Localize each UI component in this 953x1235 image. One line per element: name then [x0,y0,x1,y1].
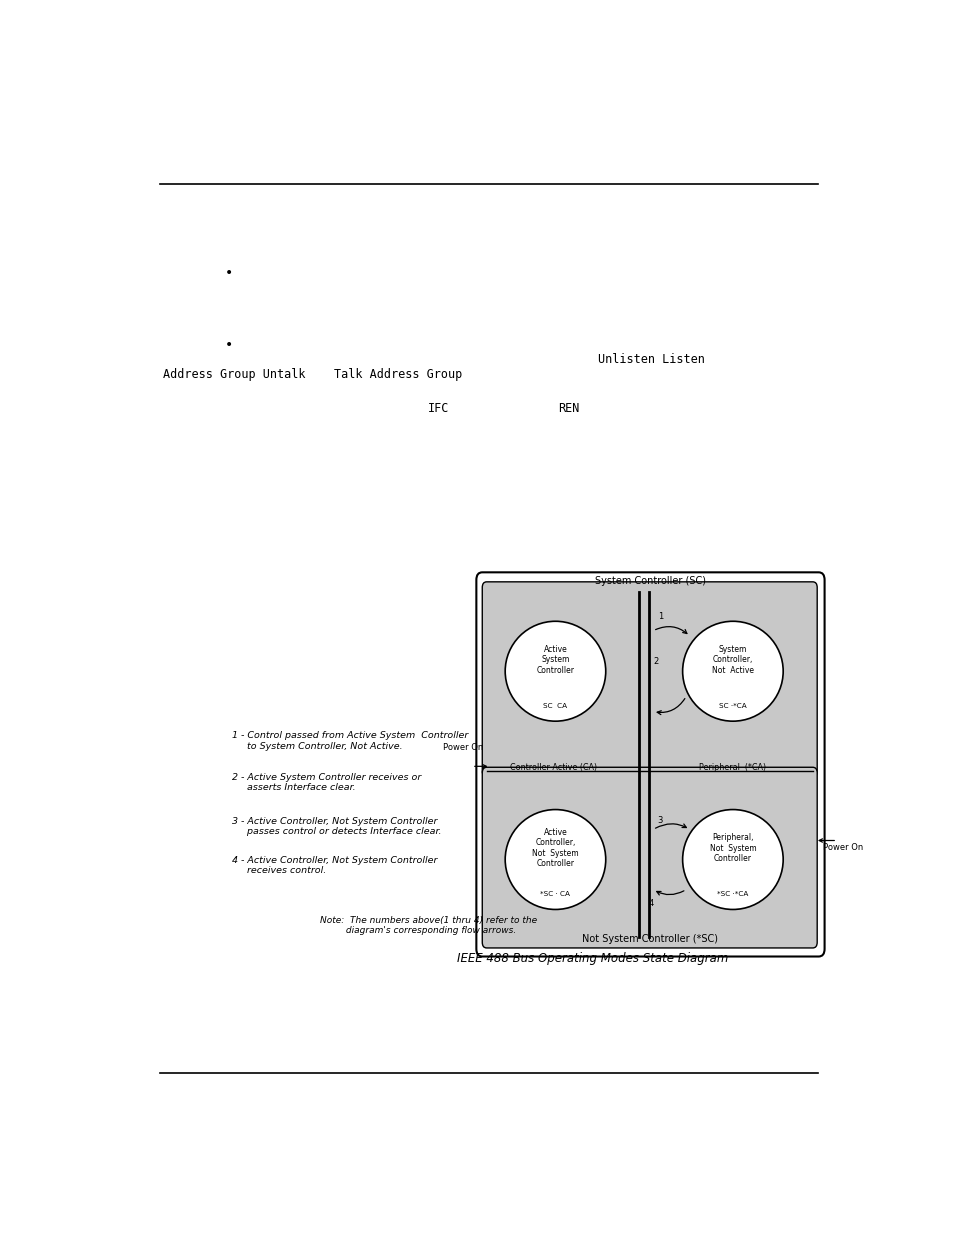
Ellipse shape [505,621,605,721]
Text: 4: 4 [648,899,654,908]
Text: *SC ·*CA: *SC ·*CA [717,892,748,898]
Text: Active
Controller,
Not  System
Controller: Active Controller, Not System Controller [532,827,578,868]
Text: 1: 1 [658,613,662,621]
Text: •: • [224,338,233,352]
FancyBboxPatch shape [482,767,817,948]
Text: Address Group Untalk    Talk Address Group: Address Group Untalk Talk Address Group [163,368,462,382]
Text: Power On: Power On [442,742,482,752]
Text: 2 - Active System Controller receives or
     asserts Interface clear.: 2 - Active System Controller receives or… [232,773,420,793]
Text: SC ·*CA: SC ·*CA [719,703,746,709]
Text: REN: REN [558,403,578,415]
FancyBboxPatch shape [482,582,817,777]
Text: Not System Controller (*SC): Not System Controller (*SC) [581,935,718,945]
Ellipse shape [682,621,782,721]
Ellipse shape [505,810,605,909]
Text: IEEE 488 Bus Operating Modes State Diagram: IEEE 488 Bus Operating Modes State Diagr… [456,952,727,965]
Text: *SC · CA: *SC · CA [540,892,570,898]
Text: Power On: Power On [822,842,862,852]
FancyArrowPatch shape [655,626,686,634]
Text: IFC: IFC [428,403,449,415]
Text: 3: 3 [657,816,662,825]
Ellipse shape [682,810,782,909]
Text: System Controller (SC): System Controller (SC) [594,576,705,585]
Text: •: • [224,266,233,280]
FancyArrowPatch shape [655,824,685,829]
Text: Peripheral  (*CA): Peripheral (*CA) [699,763,765,772]
Text: Note:  The numbers above(1 thru 4) refer to the
         diagram's corresponding: Note: The numbers above(1 thru 4) refer … [320,915,537,935]
Text: 4 - Active Controller, Not System Controller
     receives control.: 4 - Active Controller, Not System Contro… [232,856,436,876]
FancyArrowPatch shape [656,890,683,895]
Text: System
Controller,
Not  Active: System Controller, Not Active [711,645,753,674]
FancyArrowPatch shape [657,699,684,715]
Text: 3 - Active Controller, Not System Controller
     passes control or detects Inte: 3 - Active Controller, Not System Contro… [232,816,440,836]
Text: Unlisten Listen: Unlisten Listen [598,353,704,366]
FancyArrowPatch shape [475,764,486,768]
Text: 2: 2 [653,657,658,666]
Text: Peripheral,
Not  System
Controller: Peripheral, Not System Controller [709,834,756,863]
Text: 1 - Control passed from Active System  Controller
     to System Controller, Not: 1 - Control passed from Active System Co… [232,731,467,751]
FancyArrowPatch shape [819,839,834,842]
Text: SC  CA: SC CA [543,703,567,709]
Text: Active
System
Controller: Active System Controller [536,645,574,674]
Text: Controller Active (CA): Controller Active (CA) [509,763,597,772]
